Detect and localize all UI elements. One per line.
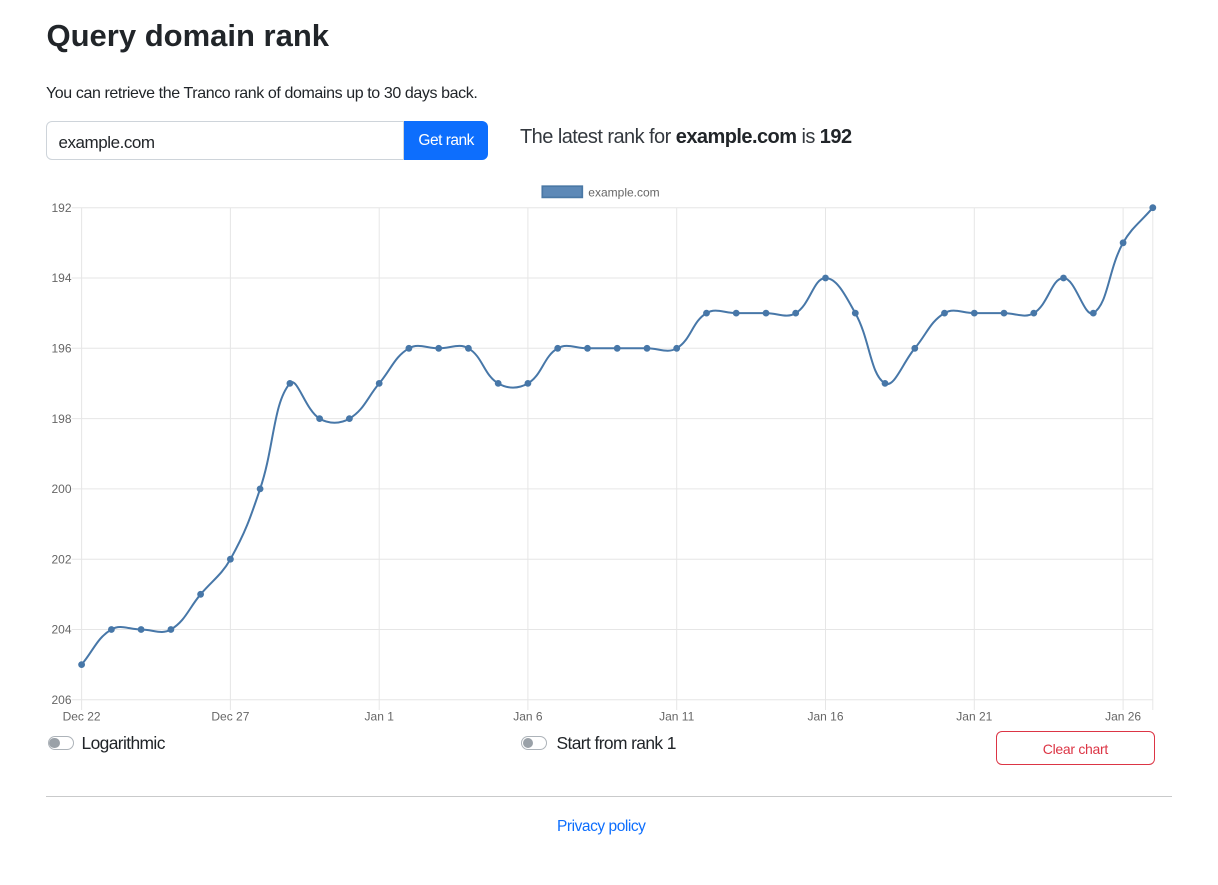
svg-text:194: 194 — [51, 271, 71, 285]
svg-text:198: 198 — [51, 412, 71, 426]
svg-text:Jan 11: Jan 11 — [659, 709, 694, 723]
svg-text:192: 192 — [51, 201, 71, 215]
svg-text:Jan 16: Jan 16 — [807, 709, 843, 723]
svg-text:Dec 27: Dec 27 — [211, 709, 249, 723]
svg-text:196: 196 — [51, 342, 71, 356]
svg-text:Jan 1: Jan 1 — [365, 709, 395, 723]
svg-text:200: 200 — [51, 482, 71, 496]
svg-text:204: 204 — [51, 623, 71, 637]
svg-text:example.com: example.com — [588, 185, 659, 199]
svg-text:Jan 21: Jan 21 — [956, 709, 992, 723]
svg-text:202: 202 — [51, 552, 71, 566]
svg-text:206: 206 — [51, 693, 71, 707]
svg-text:Jan 6: Jan 6 — [513, 709, 543, 723]
svg-text:Jan 26: Jan 26 — [1105, 709, 1141, 723]
svg-text:Dec 22: Dec 22 — [63, 709, 101, 723]
